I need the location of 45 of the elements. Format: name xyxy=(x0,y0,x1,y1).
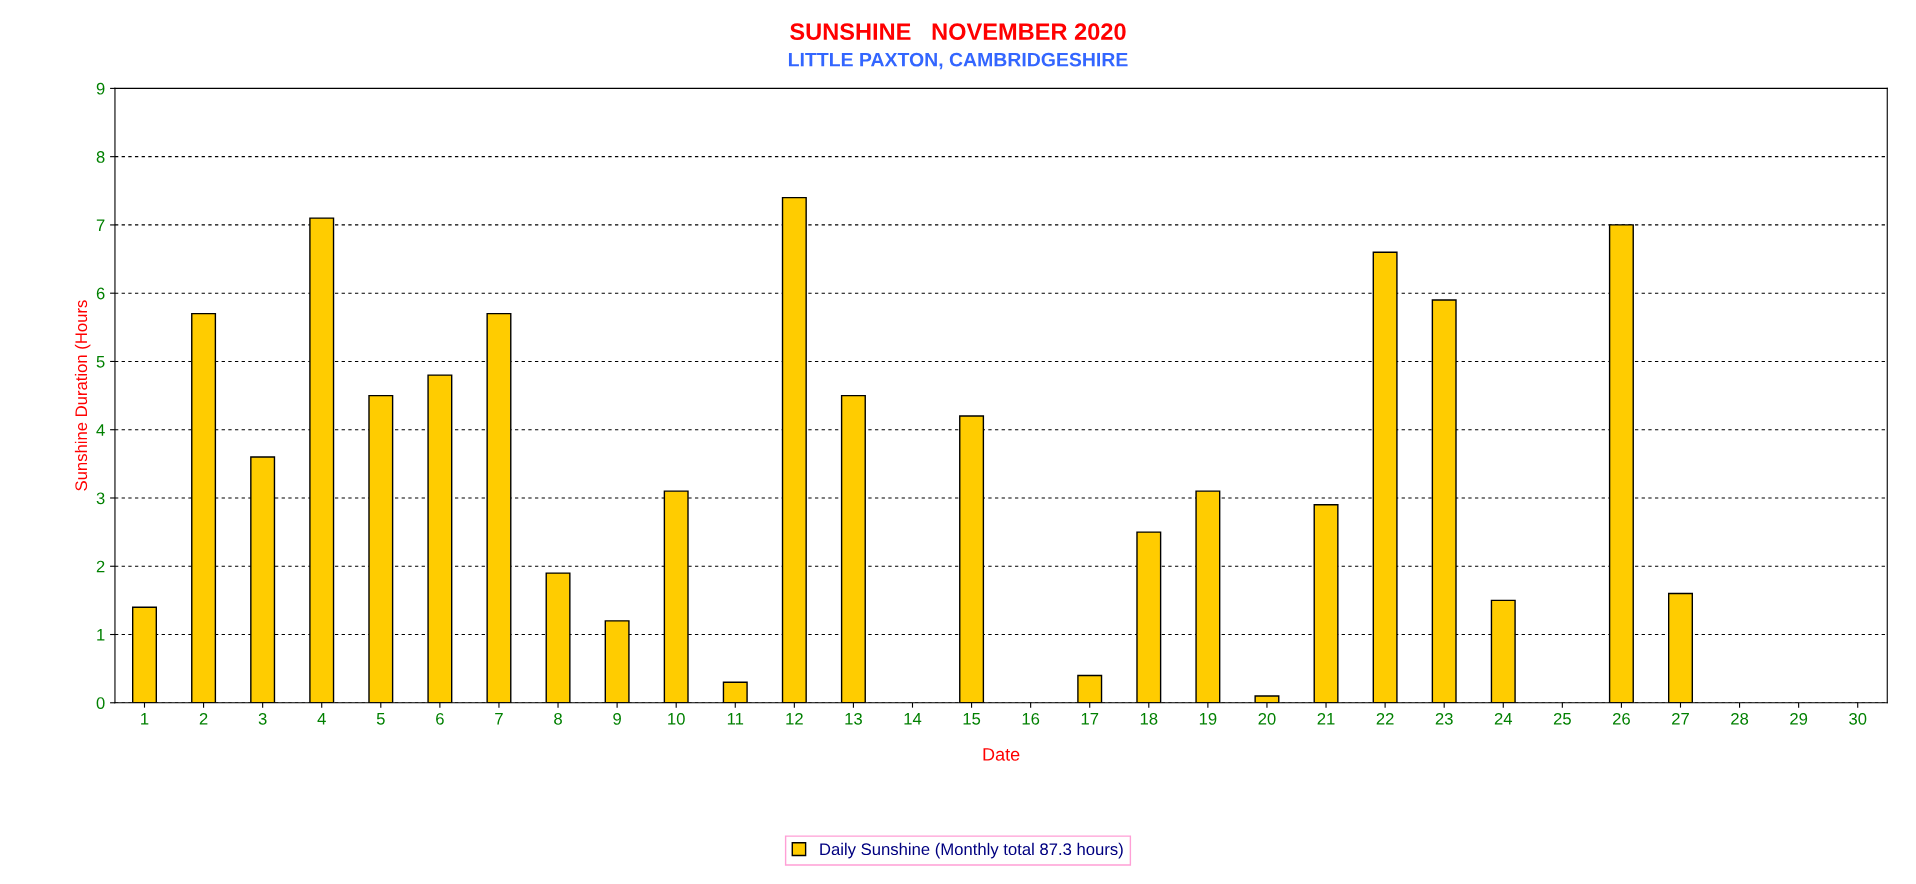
x-tick-label: 7 xyxy=(495,713,503,725)
x-tick-label: 19 xyxy=(1199,712,1217,725)
x-tick-label: 3 xyxy=(258,712,267,725)
x-tick-label: 17 xyxy=(1081,713,1099,725)
y-tick-label: 8 xyxy=(96,151,105,163)
x-axis-title: Date xyxy=(983,748,1020,761)
y-tick-label: 4 xyxy=(96,424,105,436)
x-tick-label: 20 xyxy=(1258,712,1276,725)
x-tick-label: 18 xyxy=(1140,712,1158,725)
x-tick-label: 24 xyxy=(1494,712,1513,725)
x-tick-label: 21 xyxy=(1317,712,1335,725)
x-tick-label: 1 xyxy=(141,713,149,725)
y-tick-label: 0 xyxy=(96,697,105,709)
x-tick-label: 16 xyxy=(1022,712,1040,725)
x-tick-label: 4 xyxy=(317,713,326,725)
x-tick-label: 25 xyxy=(1553,712,1571,725)
y-tick-label: 7 xyxy=(96,219,105,231)
y-tick-label: 5 xyxy=(96,356,105,368)
x-tick-label: 15 xyxy=(963,713,981,725)
legend-label: Daily Sunshine (Monthly total 87.3 hours) xyxy=(820,842,1123,859)
y-tick-label: 6 xyxy=(96,287,105,300)
x-tick-label: 6 xyxy=(436,712,444,725)
y-tick-label: 9 xyxy=(96,82,105,95)
x-tick-label: 28 xyxy=(1731,712,1749,725)
y-tick-label: 2 xyxy=(96,560,105,573)
chart-subtitle: LITTLE PAXTON, CAMBRIDGESHIRE xyxy=(788,52,1128,70)
y-tick-label: 3 xyxy=(96,492,105,505)
x-tick-label: 26 xyxy=(1612,712,1630,725)
x-tick-label: 8 xyxy=(554,712,562,725)
x-tick-label: 30 xyxy=(1849,712,1867,725)
x-tick-label: 11 xyxy=(727,713,744,725)
x-tick-label: 12 xyxy=(786,712,803,725)
x-tick-label: 5 xyxy=(376,713,385,725)
x-tick-label: 13 xyxy=(845,712,862,725)
x-tick-label: 27 xyxy=(1672,712,1689,725)
x-tick-label: 22 xyxy=(1376,712,1394,725)
x-tick-label: 2 xyxy=(199,712,208,725)
y-tick-label: 1 xyxy=(97,629,105,641)
x-tick-label: 14 xyxy=(904,713,922,725)
x-tick-label: 10 xyxy=(668,712,685,725)
x-tick-label: 29 xyxy=(1790,712,1808,725)
x-tick-label: 23 xyxy=(1435,712,1453,725)
chart-title: SUNSHINE NOVEMBER 2020 xyxy=(790,23,1126,41)
x-tick-label: 9 xyxy=(613,712,621,725)
y-axis-title: Sunshine Duration (Hours xyxy=(74,300,91,491)
